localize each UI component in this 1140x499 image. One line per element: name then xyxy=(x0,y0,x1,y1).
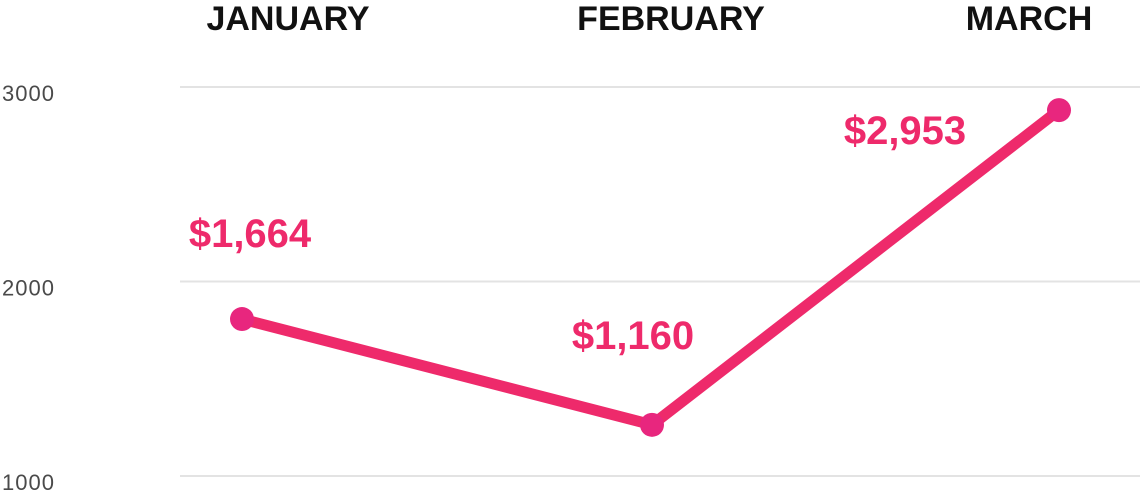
data-point-march[interactable] xyxy=(1047,98,1071,123)
series-layer xyxy=(230,98,1071,437)
y-tick-label: 1000 xyxy=(2,470,55,495)
data-label-march: $2,953 xyxy=(844,109,966,153)
data-label-january: $1,664 xyxy=(189,212,312,256)
data-point-february[interactable] xyxy=(640,412,664,437)
data-label-february: $1,160 xyxy=(572,314,694,358)
category-label-february: FEBRUARY xyxy=(577,0,765,38)
data-point-january[interactable] xyxy=(230,307,254,332)
y-axis: 3000 2000 1000 xyxy=(2,81,55,495)
y-tick-label: 3000 xyxy=(2,81,55,106)
series-line xyxy=(236,104,1065,431)
y-tick-label: 2000 xyxy=(2,276,55,301)
grid-layer xyxy=(180,86,1140,477)
data-labels: $1,664 $1,160 $2,953 xyxy=(189,109,966,358)
category-label-january: JANUARY xyxy=(206,0,369,38)
x-axis: JANUARY FEBRUARY MARCH xyxy=(206,0,1092,38)
category-label-march: MARCH xyxy=(966,0,1093,38)
